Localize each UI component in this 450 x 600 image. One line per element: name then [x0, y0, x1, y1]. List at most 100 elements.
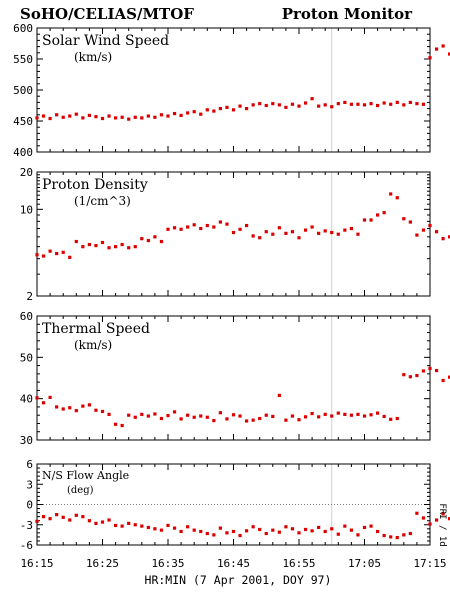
thermal-speed-y-tick-label: 40: [20, 393, 33, 406]
thermal-speed-point: [179, 417, 183, 421]
solar-wind-speed-point: [330, 105, 334, 109]
proton-density-point: [133, 245, 137, 249]
thermal-speed-point: [264, 413, 268, 417]
n-s-flow-angle-point: [415, 511, 419, 515]
solar-wind-speed-point: [389, 102, 393, 106]
proton-density-point: [317, 231, 321, 235]
n-s-flow-angle-point: [159, 528, 164, 532]
thermal-speed-point: [133, 415, 137, 419]
proton-density-point: [238, 227, 242, 231]
proton-density-point: [205, 223, 209, 228]
thermal-speed-point: [218, 411, 222, 415]
n-s-flow-angle-point: [192, 528, 196, 532]
solar-wind-speed-point: [376, 103, 380, 108]
n-s-flow-angle-point: [362, 525, 367, 530]
proton-density-point: [376, 213, 380, 217]
proton-density-point: [100, 240, 105, 245]
proton-density-point: [120, 242, 124, 247]
proton-density-point: [251, 234, 255, 238]
solar-wind-speed-point: [35, 116, 39, 120]
x-tick-label: 17:05: [348, 557, 381, 570]
n-s-flow-angle-point: [35, 519, 39, 523]
solar-wind-speed-point: [317, 104, 321, 108]
thermal-speed-point: [382, 414, 386, 419]
thermal-speed-point: [199, 414, 203, 418]
solar-wind-speed-point: [100, 116, 105, 121]
n-s-flow-angle-y-tick-label: 3: [26, 478, 33, 491]
solar-wind-speed-point: [114, 116, 118, 120]
solar-wind-speed-y-tick-label: 550: [13, 53, 33, 66]
n-s-flow-angle-point: [120, 524, 124, 528]
n-s-flow-angle-point: [199, 529, 203, 534]
n-s-flow-angle-title: N/S Flow Angle: [42, 469, 129, 482]
proton-density-point: [87, 242, 91, 247]
thermal-speed-point: [153, 412, 157, 416]
proton-density-point: [356, 232, 360, 236]
n-s-flow-angle-point: [186, 525, 190, 529]
proton-density-point: [382, 211, 386, 215]
solar-wind-speed-y-tick-label: 500: [13, 84, 33, 97]
solar-wind-speed-point: [55, 113, 59, 117]
proton-density-point: [94, 243, 98, 248]
thermal-speed-point: [434, 368, 439, 373]
proton-density-point: [81, 245, 85, 249]
solar-wind-speed-point: [369, 102, 373, 106]
n-s-flow-angle-point: [94, 521, 98, 525]
solar-wind-speed-point: [140, 116, 144, 120]
thermal-speed-point: [376, 411, 380, 415]
n-s-flow-angle-point: [389, 535, 393, 539]
n-s-flow-angle-point: [251, 525, 255, 529]
solar-wind-speed-point: [231, 108, 236, 112]
thermal-speed-point: [258, 416, 262, 421]
solar-wind-speed-point: [179, 113, 183, 118]
n-s-flow-angle-point: [343, 524, 347, 528]
thermal-speed-point: [107, 412, 111, 416]
proton-density-point: [166, 227, 170, 231]
n-s-flow-angle-point: [441, 512, 445, 516]
thermal-speed-point: [317, 415, 321, 419]
proton-density-point: [218, 220, 222, 224]
solar-wind-speed-point: [297, 104, 301, 108]
n-s-flow-angle-unit: (deg): [67, 485, 94, 496]
thermal-speed-unit: (km/s): [74, 338, 112, 352]
solar-wind-speed-point: [310, 97, 314, 101]
thermal-speed-point: [61, 407, 65, 411]
thermal-speed-point: [389, 417, 393, 421]
solar-wind-speed-point: [343, 100, 347, 104]
solar-wind-speed-point: [87, 113, 91, 118]
proton-density-point: [277, 226, 281, 230]
x-tick-label: 16:55: [282, 557, 315, 570]
solar-wind-speed-point: [271, 102, 275, 106]
solar-wind-speed-point: [120, 115, 124, 119]
n-s-flow-angle-point: [356, 533, 360, 537]
side-label: FRI / 1d: [437, 503, 447, 546]
n-s-flow-angle-point: [303, 527, 308, 532]
thermal-speed-point: [277, 393, 281, 397]
proton-density-point: [395, 196, 399, 200]
solar-wind-speed-point: [205, 108, 209, 112]
thermal-speed-point: [441, 378, 445, 383]
thermal-speed-y-tick-label: 30: [20, 434, 33, 447]
n-s-flow-angle-point: [290, 527, 295, 531]
thermal-speed-point: [251, 418, 255, 422]
n-s-flow-angle-point: [127, 521, 131, 525]
thermal-speed-point: [140, 412, 144, 416]
n-s-flow-angle-point: [277, 530, 281, 534]
n-s-flow-angle-point: [376, 529, 380, 534]
proton-density-point: [146, 238, 150, 243]
solar-wind-speed-point: [127, 117, 131, 121]
thermal-speed-point: [68, 406, 72, 410]
proton-density-point: [428, 223, 432, 228]
proton-density-point: [74, 239, 78, 244]
solar-wind-speed-point: [186, 111, 190, 115]
solar-wind-speed-point: [74, 112, 78, 116]
n-s-flow-angle-point: [395, 535, 399, 540]
solar-wind-speed-point: [336, 102, 340, 106]
n-s-flow-angle-point: [284, 525, 288, 529]
n-s-flow-angle-point: [421, 516, 426, 520]
solar-wind-speed-point: [408, 100, 412, 104]
n-s-flow-angle-point: [205, 531, 209, 536]
n-s-flow-angle-y-tick-label: -3: [20, 519, 33, 532]
